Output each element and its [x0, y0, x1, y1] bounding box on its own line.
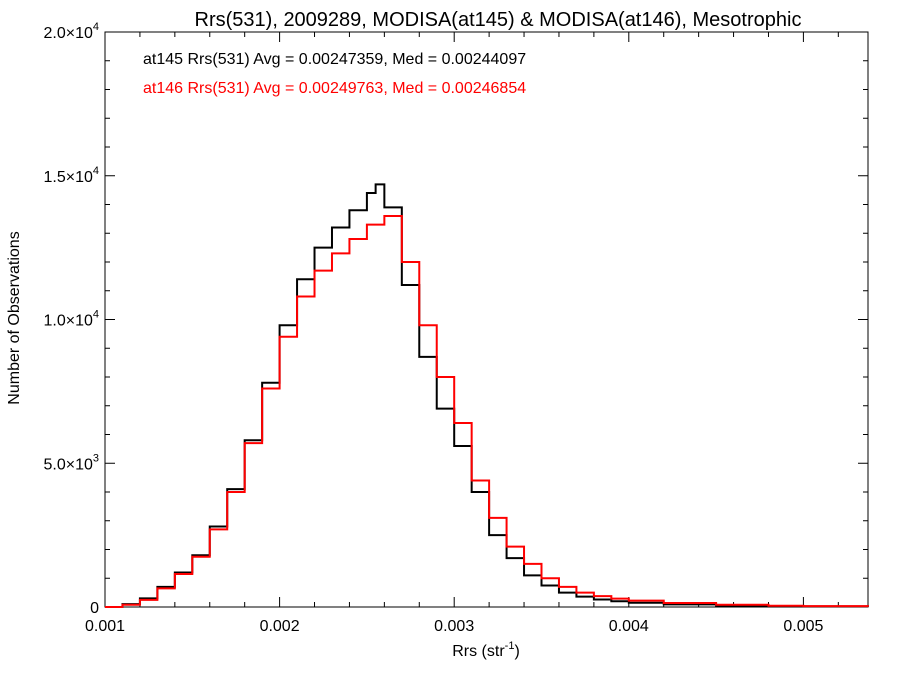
- series-0: [105, 183, 869, 608]
- x-tick-label: 0.003: [434, 618, 474, 635]
- series-0-line: [105, 183, 869, 608]
- x-tick-label: 0.001: [85, 618, 125, 635]
- y-tick-mantissa: 0: [90, 600, 99, 617]
- y-axis-label: Number of Observations: [6, 231, 23, 404]
- series-1: [105, 215, 869, 608]
- x-axis-label: Rrs (str-1): [452, 640, 520, 660]
- series-layer: [105, 183, 869, 608]
- plot-frame: [104, 31, 869, 608]
- y-tick-mantissa: 1.0×10: [43, 313, 92, 330]
- y-tick-mantissa: 5.0×10: [43, 456, 92, 473]
- y-tick-label: 5.0×103: [43, 452, 99, 473]
- x-axis-label-sup: -1: [505, 640, 515, 652]
- y-tick-exponent: 3: [93, 452, 99, 464]
- y-tick-exponent: 4: [93, 21, 99, 33]
- y-tick-label: 1.5×104: [43, 165, 99, 186]
- x-tick-label: 0.002: [260, 618, 300, 635]
- x-axis-label-close: ): [514, 643, 519, 660]
- series-1-line: [105, 215, 869, 608]
- annotation-at145: at145 Rrs(531) Avg = 0.00247359, Med = 0…: [143, 51, 526, 68]
- chart-title: Rrs(531), 2009289, MODISA(at145) & MODIS…: [195, 9, 802, 31]
- annotation-at146: at146 Rrs(531) Avg = 0.00249763, Med = 0…: [143, 80, 526, 97]
- x-tick-label: 0.005: [783, 618, 823, 635]
- y-tick-label: 1.0×104: [43, 309, 99, 330]
- y-tick-exponent: 4: [93, 309, 99, 321]
- axis-ticks: [104, 31, 868, 608]
- x-axis-label-base: Rrs (str: [452, 643, 505, 660]
- tick-labels: 0.001 0.002 0.003 0.004 0.00505.0×1031.0×104…: [43, 21, 823, 635]
- y-tick-mantissa: 2.0×10: [43, 25, 92, 42]
- y-tick-label: 2.0×104: [43, 21, 99, 42]
- y-tick-mantissa: 1.5×10: [43, 169, 92, 186]
- x-tick-label: 0.004: [609, 618, 649, 635]
- y-tick-label: 0: [90, 600, 99, 617]
- y-tick-exponent: 4: [93, 165, 99, 177]
